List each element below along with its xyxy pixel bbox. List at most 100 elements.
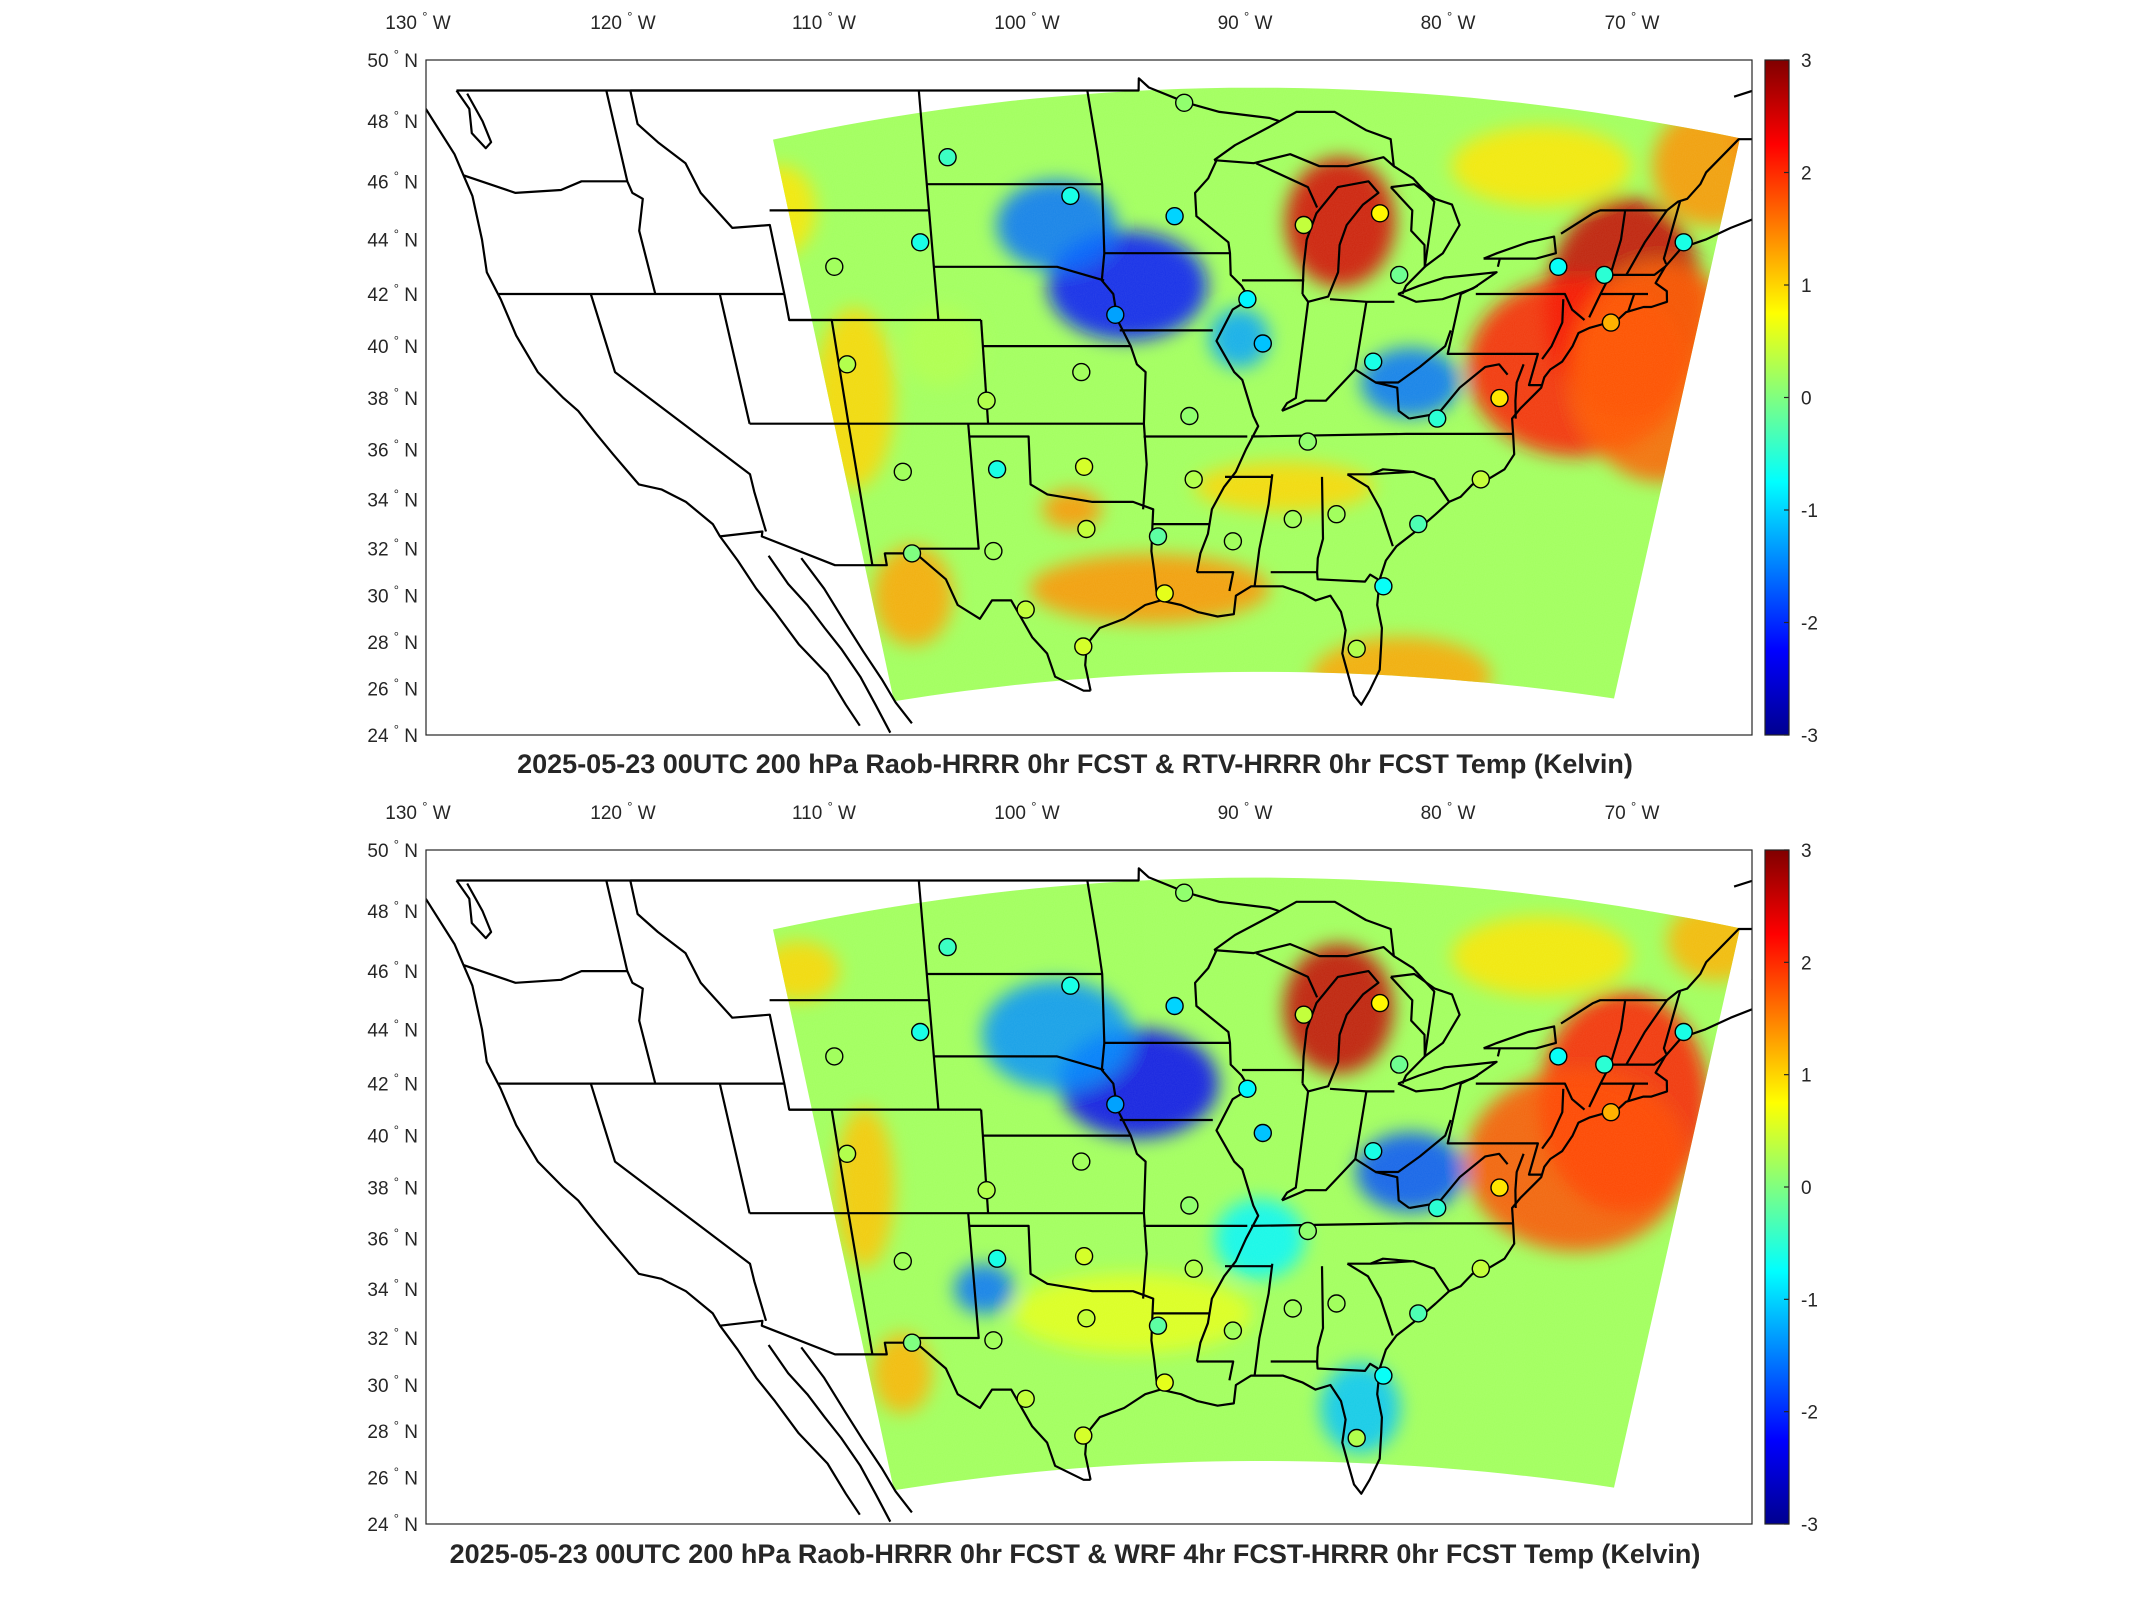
raob-station-marker: [1327, 505, 1346, 524]
national-border: [456, 867, 1280, 913]
state-boundary: [1346, 1262, 1394, 1336]
raob-station-marker: [1549, 1047, 1568, 1066]
longitude-tick-label: 70 ° W: [1605, 799, 1660, 824]
state-boundary: [1255, 162, 1319, 208]
latitude-tick-label: 32 ° N: [367, 1325, 418, 1350]
raob-station-marker: [1409, 514, 1428, 534]
raob-station-marker: [1347, 1428, 1366, 1448]
raob-station-marker: [1298, 432, 1318, 451]
longitude-tick-label: 120 ° W: [590, 799, 655, 824]
great-lake: [1483, 1025, 1557, 1050]
latitude-tick-label: 34 ° N: [367, 486, 418, 511]
raob-station-marker: [1427, 1198, 1447, 1218]
map-panel-top: 130 ° W 120 ° W 110 ° W 100 ° W 90 ° W 80 ° W…: [367, 9, 1818, 747]
state-boundary: [1253, 1263, 1274, 1376]
colorbar-tick-label: 3: [1801, 51, 1812, 72]
raob-station-marker: [1490, 1178, 1509, 1197]
state-boundary: [1370, 468, 1412, 476]
state-boundary: [1253, 474, 1274, 587]
colorbar: 3 2 1 0 -1 -2 -3: [1764, 51, 1818, 747]
state-boundary: [1370, 1257, 1412, 1265]
latitude-tick-label: 36 ° N: [367, 1226, 418, 1251]
raob-station-marker: [1106, 305, 1125, 324]
raob-station-marker: [911, 233, 930, 252]
state-boundary: [1316, 572, 1379, 583]
state-boundary: [1662, 991, 1682, 1055]
coastline: [1789, 977, 1825, 995]
latitude-tick-label: 28 ° N: [367, 1418, 418, 1443]
raob-station-marker: [1595, 265, 1614, 285]
raob-station-marker: [1077, 1309, 1096, 1328]
colorbar-tick-label: 2: [1801, 164, 1812, 185]
state-boundary: [1625, 209, 1668, 276]
raob-station-marker: [1223, 532, 1243, 551]
great-lake: [1483, 235, 1557, 260]
raob-station-marker: [1363, 352, 1383, 371]
state-boundary: [969, 1224, 1159, 1386]
latitude-tick-label: 44 ° N: [367, 1016, 418, 1041]
state-boundary: [1281, 1157, 1410, 1209]
longitude-tick-label: 120 ° W: [590, 9, 655, 34]
temperature-field: [773, 877, 1740, 1491]
raob-station-marker: [1072, 1152, 1091, 1171]
state-boundary: [913, 1213, 980, 1340]
coastline: [1514, 363, 1525, 419]
state-boundary: [917, 880, 940, 1110]
state-boundary: [783, 293, 850, 424]
raob-station-marker: [1077, 519, 1096, 539]
colorbar-tick-label: -1: [1801, 501, 1818, 522]
raob-station-marker: [1074, 637, 1093, 656]
state-boundary: [1541, 1088, 1565, 1150]
raob-station-marker: [893, 462, 912, 481]
raob-station-marker: [1184, 470, 1203, 489]
raob-station-marker: [1595, 1055, 1614, 1074]
national-border: [456, 77, 1280, 123]
raob-station-marker: [902, 1333, 922, 1352]
raob-station-marker: [1184, 1259, 1203, 1278]
raob-station-marker: [977, 1180, 996, 1200]
coastline: [426, 108, 861, 727]
raob-station-marker: [1427, 409, 1447, 428]
raob-station-marker: [1283, 509, 1303, 529]
raob-station-marker: [837, 1144, 857, 1164]
national-border: [719, 530, 1091, 692]
raob-station-marker: [1347, 639, 1366, 658]
colorbar-tick-label: 1: [1801, 276, 1812, 297]
coastline: [455, 89, 493, 150]
colorbar-tick-label: -2: [1801, 614, 1818, 635]
latitude-tick-label: 46 ° N: [367, 168, 418, 193]
great-lake: [1301, 180, 1380, 303]
state-boundary: [1541, 299, 1565, 360]
longitude-tick-label: 130 ° W: [385, 9, 450, 34]
great-lake: [1213, 900, 1395, 958]
latitude-tick-label: 38 ° N: [367, 1175, 418, 1200]
state-boundary: [1347, 1260, 1451, 1292]
national-border: [719, 1319, 1091, 1481]
raob-station-marker: [1223, 1321, 1243, 1340]
state-boundary: [629, 90, 786, 295]
latitude-tick-label: 26 ° N: [367, 675, 418, 700]
coastline: [767, 555, 892, 734]
state-boundary: [1375, 1119, 1452, 1174]
state-boundary: [1451, 1074, 1479, 1121]
raob-station-marker: [1294, 1005, 1314, 1024]
state-boundary: [1375, 330, 1452, 384]
state-boundary: [1451, 284, 1479, 331]
colorbar-tick-label: 1: [1801, 1066, 1812, 1087]
raob-station-marker: [837, 355, 857, 374]
raob-station-marker: [1074, 457, 1094, 476]
raob-station-marker: [1674, 1022, 1693, 1042]
state-boundary: [1662, 201, 1682, 265]
colorbar-tick-label: -3: [1801, 1515, 1818, 1536]
national-border: [1393, 165, 1436, 295]
latitude-tick-label: 36 ° N: [367, 436, 418, 461]
raob-station-marker: [1471, 470, 1491, 489]
raob-station-marker: [984, 1331, 1003, 1350]
latitude-tick-label: 28 ° N: [367, 629, 418, 654]
great-lake: [1213, 110, 1395, 168]
raob-station-marker: [938, 937, 957, 957]
longitude-tick-label: 110 ° W: [792, 9, 856, 34]
longitude-tick-label: 130 ° W: [385, 799, 450, 824]
raob-station-marker: [1174, 883, 1194, 902]
state-boundary: [1354, 301, 1368, 370]
